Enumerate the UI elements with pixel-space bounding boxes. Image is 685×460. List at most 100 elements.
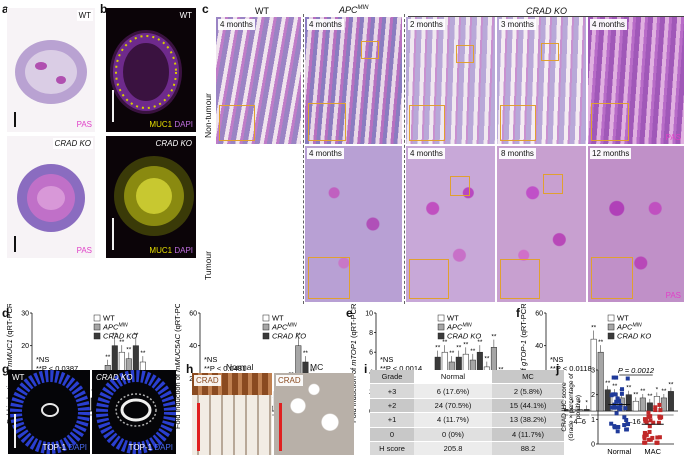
data-point-mac [644,420,649,425]
pas-label: PAS [665,133,681,142]
micrograph-c-crad-8m-tumour: 8 months [497,146,586,302]
significance-stars: ** [435,345,441,352]
data-point-normal [609,405,614,410]
data-point-normal [618,403,623,408]
legend-swatch [437,323,445,331]
data-point-normal [614,375,619,380]
panel-label-g: g [2,362,10,376]
legend-apc: APC [102,323,119,332]
significance-stars: ** [640,388,646,395]
muc1-label: MUC1 [149,246,173,255]
micrograph-c-crad-12m-tumour: 12 months PAS [588,146,684,302]
data-point-mac [646,410,651,415]
micrograph-c-wt-nontumour: 4 months [216,17,301,144]
legend-apc-sup: MIN [462,323,472,329]
age-label: 2 months [408,19,445,30]
table-cell: H score [370,441,414,457]
micrograph-c-crad-3m-nontumour: 3 months [497,17,586,144]
data-point-normal [626,422,631,427]
legend-swatch [437,332,445,340]
legend-label: CRAD KO [447,332,481,341]
panel-label-c: c [202,2,209,16]
legend-swatch [262,314,270,322]
age-label: 12 months [590,148,632,159]
table-row: H score 205.8 88.2 [370,441,564,457]
legend-label: CRAD KO [103,332,137,341]
y-tick-label: 40 [535,343,543,350]
data-point-normal [614,399,619,404]
dapi-label: DAPI [174,246,193,255]
tissue-fluor-crad [112,156,194,250]
legend-swatch [437,314,445,322]
y-tick-label: 40 [189,343,197,350]
data-point-mac [657,435,662,440]
y-tick-label: 8 [369,330,373,337]
stain-legend: MUC1 DAPI [149,246,193,255]
ns-text: *NS [550,355,563,364]
y-axis-label-line: CRAD IHC score [561,382,568,432]
p-value-text: **P < 0.0481 [204,364,246,373]
legend-swatch [262,332,270,340]
pas-label: PAS [76,120,92,129]
group-label: 7–16 [624,417,641,426]
crad-ko-label: CRAD KO [96,373,133,382]
panel-label-i: i [364,362,368,376]
data-point-mac [650,435,655,440]
legend-label: CRAD KO [617,332,651,341]
x-tick-label: Normal [607,447,632,456]
data-point-mac [657,402,662,407]
divider-dashed-2 [404,14,405,304]
legend-label: WT [272,314,284,323]
ns-text: *NS [380,355,393,364]
table-cell: 88.2 [492,441,564,457]
significance-stars: ** [303,350,309,357]
data-point-normal [616,424,621,429]
panel-label-f: f [516,306,520,320]
top1-label: TOP-1 [128,443,153,452]
y-axis-label-gene: mTOP1 [349,340,358,366]
panel-label-d: d [2,306,10,320]
y-axis-label-suffix: (qRT-PCR) [519,304,528,340]
legend-swatch [607,332,615,340]
micrograph-b-wt: WT MUC1 DAPI [106,8,196,132]
table-cell: +2 [370,398,414,414]
legend-label: APCMIN [271,323,297,332]
table-row: 0 0 (0%) 4 (11.7%) [370,427,564,442]
panel-label-j: j [556,362,560,376]
p-value-text: **P < 0.0014 [380,364,422,373]
data-point-mac [651,420,656,425]
y-tick-label: 20 [21,343,29,350]
data-point-mac [648,414,653,419]
y-tick-label: 0 [591,442,595,449]
legend-label: APCMIN [102,323,128,332]
significance-stars: ** [456,345,462,352]
significance-stars: ** [668,381,674,388]
table-row: +3 6 (17.6%) 2 (5.8%) [370,383,564,399]
y-tick-label: 2 [591,392,595,399]
scale-bar [197,403,200,451]
tissue-ring-crad [14,164,85,252]
y-axis-label-prefix: Fold induction of [173,372,182,429]
legend-apc-sup: MIN [118,323,128,329]
data-point-mac [659,415,664,420]
ns-text: *NS [204,355,217,364]
legend-swatch [262,323,270,331]
micrograph-c-apc-nontumour: 4 months [305,17,402,144]
legend-apc-sup: MIN [287,323,297,329]
legend-apc-sup: MIN [632,323,642,329]
significance-stars: ** [119,339,125,346]
table-cell: 0 (0%) [414,427,492,442]
significance-stars: ** [491,334,497,341]
legend-label: APCMIN [446,323,472,332]
inset-box [409,259,449,299]
micrograph-c-crad-4m-tumour: 4 months [406,146,495,302]
y-tick-label: 30 [21,311,29,318]
data-point-normal [613,392,618,397]
data-point-normal [624,427,629,432]
micrograph-a-crad-ko: CRAD KO PAS [7,136,95,258]
table-header: Normal [414,370,492,385]
micrograph-c-crad-4m-nontumour: 4 months PAS [588,17,684,144]
micrograph-h-mc: CRAD [274,373,354,455]
legend-label: WT [617,314,629,323]
data-point-mac [653,408,658,413]
